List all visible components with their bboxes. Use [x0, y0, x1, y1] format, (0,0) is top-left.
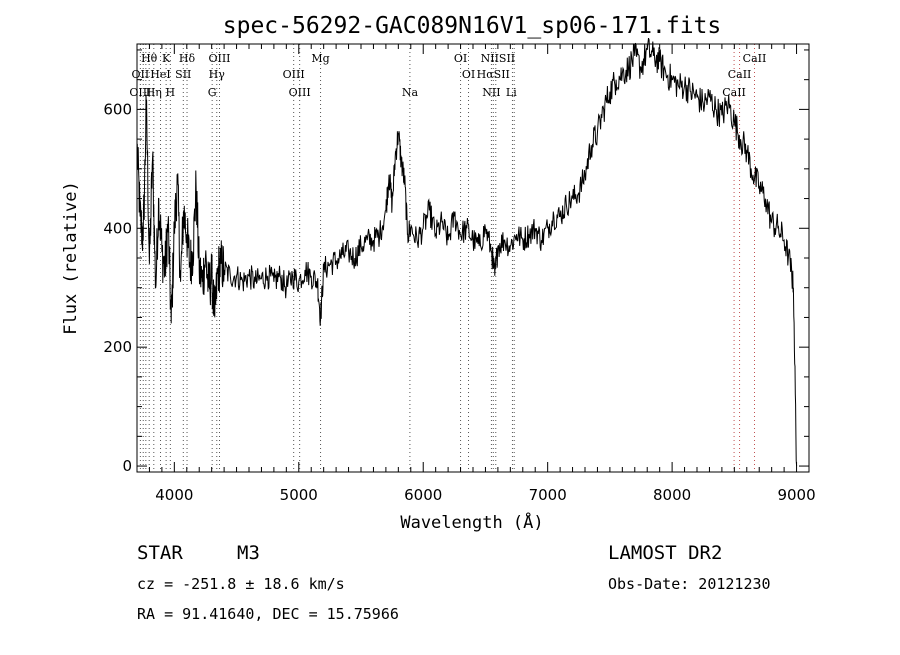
spectral-line-label: NII	[482, 86, 500, 99]
obs-date: Obs-Date: 20121230	[608, 575, 771, 593]
spectral-line-label: OIII	[129, 86, 151, 99]
plot-frame	[136, 43, 810, 473]
spectral-line-label: CaII	[743, 52, 767, 65]
spectral-line-label: Mg	[311, 52, 329, 65]
spectral-line-label: Hθ	[141, 52, 158, 65]
spectral-line-label: Li	[506, 86, 517, 99]
spectral-line-label: Hη	[146, 86, 162, 99]
x-tick-label: 4000	[155, 486, 193, 504]
spectral-line-label: H	[166, 86, 176, 99]
x-tick-label: 6000	[404, 486, 442, 504]
x-tick-label: 5000	[280, 486, 318, 504]
spectral-line-label: Hδ	[179, 52, 196, 65]
redshift-cz: cz = -251.8 ± 18.6 km/s	[137, 575, 345, 593]
line-markers	[139, 44, 755, 472]
spectrum-series-line	[136, 37, 798, 467]
spectral-line-label: Hγ	[209, 68, 226, 81]
y-tick-label: 600	[103, 100, 132, 118]
spectral-line-label: OIII	[208, 52, 230, 65]
y-tick-label: 400	[103, 219, 132, 237]
x-tick-label: 9000	[777, 486, 815, 504]
subclass: M3	[237, 542, 260, 564]
spectral-line-label: OI	[462, 68, 475, 81]
x-axis-label: Wavelength (Å)	[400, 511, 543, 533]
spectral-line-label: CaII	[722, 86, 746, 99]
spectral-line-label: G	[208, 86, 217, 99]
spectral-line-label: HeI	[150, 68, 170, 81]
y-tick-label: 200	[103, 338, 132, 356]
spectral-line-label: CaII	[728, 68, 752, 81]
object-type: STAR	[137, 542, 183, 564]
x-tick-label: 7000	[529, 486, 567, 504]
y-tick-label: 0	[122, 457, 132, 475]
y-axis-label: Flux (relative)	[61, 181, 81, 335]
spectral-line-label: OI	[454, 52, 467, 65]
spectral-line-label: Na	[402, 86, 419, 99]
x-tick-label: 8000	[653, 486, 691, 504]
spectral-line-label: NIISII	[481, 52, 516, 65]
spectral-line-label: OII	[132, 68, 150, 81]
spectral-line-label: OIII	[289, 86, 311, 99]
spectral-line-label: HαSII	[477, 68, 510, 81]
spectral-line-label: K	[162, 52, 171, 65]
series-layer	[136, 37, 798, 467]
line-labels: Hθ K Hδ OIII Mg OI NIISII CaII OII HeI SII Hγ OIII OI…	[129, 52, 766, 99]
spectral-line-label: OIII	[283, 68, 305, 81]
chart-title: spec-56292-GAC089N16V1_sp06-171.fits	[223, 13, 722, 39]
coordinates: RA = 91.41640, DEC = 15.75966	[137, 605, 399, 623]
axis-ticks: 4000 5000 6000 7000 8000 9000 0 200 400 600	[103, 44, 816, 504]
spectral-line-label: SII	[175, 68, 191, 81]
survey-name: LAMOST DR2	[608, 542, 722, 564]
